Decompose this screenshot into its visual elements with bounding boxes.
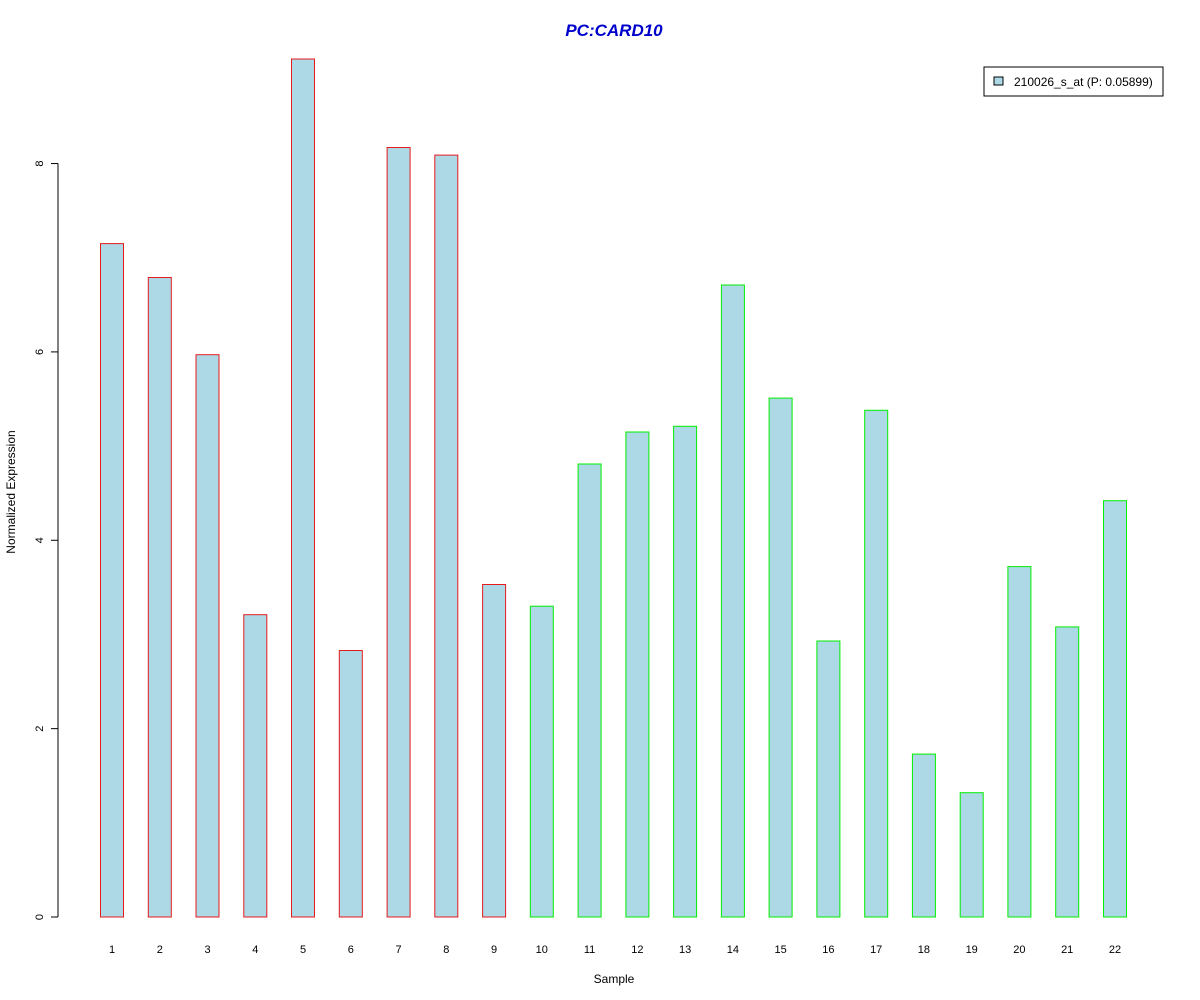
- bar-sample-15: [768, 397, 793, 918]
- x-tick-label: 21: [1061, 944, 1073, 956]
- x-tick-label: 1: [109, 944, 115, 956]
- x-axis-label: Sample: [594, 972, 635, 986]
- bars-group: [100, 58, 1127, 918]
- legend-box: [983, 66, 1164, 97]
- x-tick-label: 15: [774, 944, 786, 956]
- bar-sample-12: [625, 431, 650, 918]
- bar-sample-11: [577, 463, 602, 918]
- y-tick-label: 6: [34, 349, 46, 355]
- bar-sample-8: [434, 154, 459, 918]
- bar-sample-4: [243, 614, 268, 918]
- bar-sample-17: [864, 409, 889, 918]
- x-tick-label: 7: [396, 944, 402, 956]
- bar-sample-20: [1007, 566, 1032, 918]
- y-tick-label: 0: [34, 914, 46, 920]
- x-tick-label: 13: [679, 944, 691, 956]
- chart-title: PC:CARD10: [565, 21, 663, 40]
- y-axis-label: Normalized Expression: [4, 430, 18, 553]
- x-tick-label: 5: [300, 944, 306, 956]
- x-tick-label: 6: [348, 944, 354, 956]
- x-tick-label: 9: [491, 944, 497, 956]
- y-tick-label: 8: [34, 160, 46, 166]
- x-tick-label: 3: [204, 944, 210, 956]
- x-tick-label: 8: [443, 944, 449, 956]
- legend-series-name: 210026_s_at (P: 0.05899): [1014, 75, 1153, 89]
- bar-sample-2: [147, 277, 172, 918]
- bar-sample-21: [1055, 626, 1080, 918]
- bar-sample-3: [195, 354, 220, 918]
- bar-sample-19: [959, 792, 984, 918]
- bar-sample-14: [720, 284, 745, 918]
- x-tick-label: 18: [918, 944, 930, 956]
- y-tick-label: 4: [34, 537, 46, 543]
- x-tick-label: 19: [966, 944, 978, 956]
- bar-sample-6: [338, 650, 363, 918]
- bar-sample-10: [529, 605, 554, 918]
- legend: 210026_s_at (P: 0.05899): [983, 66, 1164, 97]
- bar-sample-22: [1103, 500, 1127, 918]
- x-tick-label: 11: [584, 944, 595, 956]
- x-tick-label: 4: [252, 944, 258, 956]
- bar-sample-16: [816, 640, 841, 918]
- bar-sample-7: [386, 147, 411, 918]
- x-tick-label: 10: [536, 944, 548, 956]
- bar-sample-9: [482, 584, 507, 918]
- y-axis: 0 2 4 6 8: [34, 160, 59, 920]
- x-tick-labels: 1 2 3 4 5 6 7 8 9 10 11 12 13 14 15 16 17 18 19 20 21 22: [109, 944, 1121, 956]
- x-tick-label: 14: [727, 944, 739, 956]
- bar-sample-13: [673, 425, 698, 918]
- bar-sample-5: [291, 58, 315, 918]
- y-tick-label: 2: [34, 726, 46, 732]
- bar-sample-18: [911, 753, 936, 918]
- x-tick-label: 17: [870, 944, 882, 956]
- x-tick-label: 2: [157, 944, 163, 956]
- bar-sample-1: [100, 243, 124, 918]
- x-tick-label: 16: [822, 944, 834, 956]
- legend-swatch: [993, 76, 1004, 86]
- x-tick-label: 20: [1013, 944, 1025, 956]
- x-tick-label: 12: [631, 944, 643, 956]
- x-tick-label: 22: [1109, 944, 1121, 956]
